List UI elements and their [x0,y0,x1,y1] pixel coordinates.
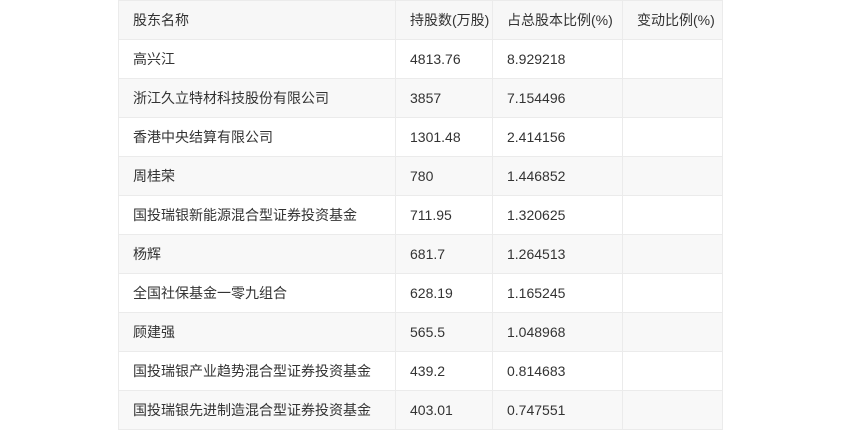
cell-holder-name: 杨辉 [118,234,396,274]
table-row: 高兴江 4813.76 8.929218 [118,39,723,79]
cell-shares-held: 565.5 [395,312,493,352]
cell-holder-name: 顾建强 [118,312,396,352]
column-header-shares-held: 持股数(万股) [395,0,493,40]
cell-holder-name: 香港中央结算有限公司 [118,117,396,157]
cell-change-ratio [622,273,723,313]
cell-change-ratio [622,39,723,79]
table-row: 浙江久立特材科技股份有限公司 3857 7.154496 [118,78,723,118]
cell-shares-held: 4813.76 [395,39,493,79]
table-row: 国投瑞银新能源混合型证券投资基金 711.95 1.320625 [118,195,723,235]
cell-share-ratio: 2.414156 [492,117,623,157]
cell-holder-name: 周桂荣 [118,156,396,196]
shareholders-table: 股东名称 持股数(万股) 占总股本比例(%) 变动比例(%) 高兴江 4813.7… [118,0,723,430]
shareholders-table-container: 股东名称 持股数(万股) 占总股本比例(%) 变动比例(%) 高兴江 4813.7… [118,0,723,430]
cell-holder-name: 全国社保基金一零九组合 [118,273,396,313]
cell-change-ratio [622,234,723,274]
column-header-holder-name: 股东名称 [118,0,396,40]
table-row: 顾建强 565.5 1.048968 [118,312,723,352]
cell-holder-name: 高兴江 [118,39,396,79]
cell-share-ratio: 1.264513 [492,234,623,274]
cell-shares-held: 628.19 [395,273,493,313]
cell-shares-held: 439.2 [395,351,493,391]
table-body: 高兴江 4813.76 8.929218 浙江久立特材科技股份有限公司 3857 7.15… [118,39,723,430]
cell-change-ratio [622,312,723,352]
cell-share-ratio: 0.747551 [492,390,623,430]
cell-share-ratio: 1.165245 [492,273,623,313]
table-row: 周桂荣 780 1.446852 [118,156,723,196]
cell-share-ratio: 1.048968 [492,312,623,352]
cell-holder-name: 国投瑞银先进制造混合型证券投资基金 [118,390,396,430]
cell-share-ratio: 7.154496 [492,78,623,118]
cell-shares-held: 3857 [395,78,493,118]
table-header: 股东名称 持股数(万股) 占总股本比例(%) 变动比例(%) [118,0,723,40]
cell-share-ratio: 1.320625 [492,195,623,235]
cell-shares-held: 780 [395,156,493,196]
cell-shares-held: 403.01 [395,390,493,430]
column-header-share-ratio: 占总股本比例(%) [492,0,623,40]
cell-shares-held: 711.95 [395,195,493,235]
cell-shares-held: 1301.48 [395,117,493,157]
column-header-change-ratio: 变动比例(%) [622,0,723,40]
table-row: 国投瑞银产业趋势混合型证券投资基金 439.2 0.814683 [118,351,723,391]
cell-shares-held: 681.7 [395,234,493,274]
cell-share-ratio: 0.814683 [492,351,623,391]
table-row: 香港中央结算有限公司 1301.48 2.414156 [118,117,723,157]
cell-change-ratio [622,117,723,157]
cell-change-ratio [622,195,723,235]
table-row: 国投瑞银先进制造混合型证券投资基金 403.01 0.747551 [118,390,723,430]
cell-change-ratio [622,351,723,391]
cell-holder-name: 国投瑞银新能源混合型证券投资基金 [118,195,396,235]
cell-share-ratio: 8.929218 [492,39,623,79]
cell-share-ratio: 1.446852 [492,156,623,196]
cell-change-ratio [622,78,723,118]
table-header-row: 股东名称 持股数(万股) 占总股本比例(%) 变动比例(%) [118,0,723,40]
table-row: 杨辉 681.7 1.264513 [118,234,723,274]
cell-holder-name: 浙江久立特材科技股份有限公司 [118,78,396,118]
cell-change-ratio [622,156,723,196]
table-row: 全国社保基金一零九组合 628.19 1.165245 [118,273,723,313]
cell-change-ratio [622,390,723,430]
cell-holder-name: 国投瑞银产业趋势混合型证券投资基金 [118,351,396,391]
